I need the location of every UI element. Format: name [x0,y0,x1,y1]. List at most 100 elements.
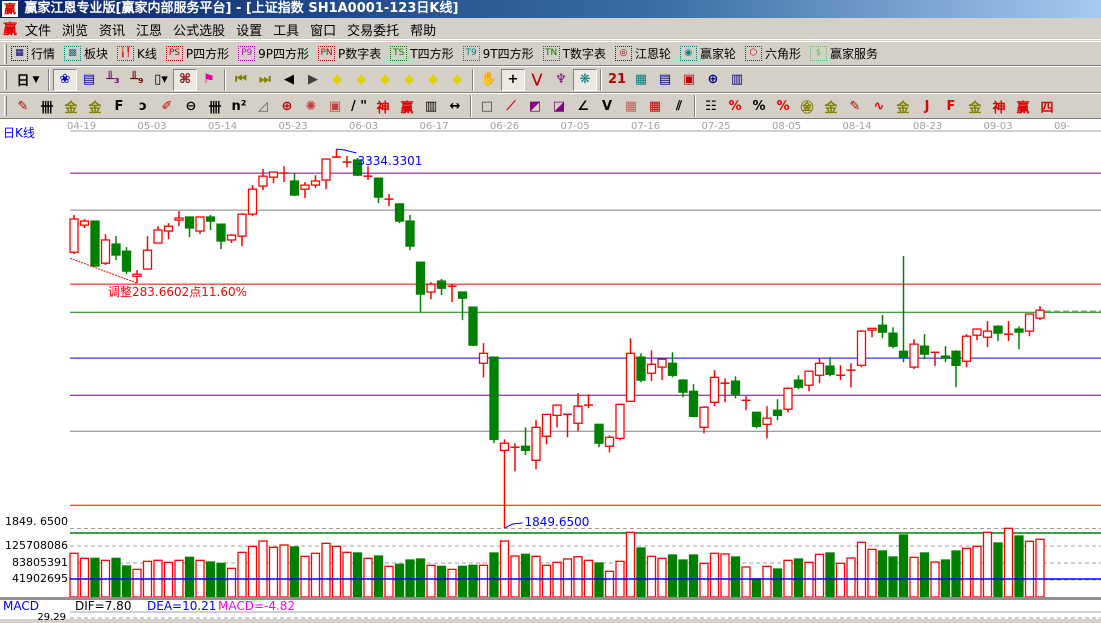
f-lines-button[interactable]: F [107,95,131,117]
steps-9-button[interactable]: ╨₉ [125,69,149,91]
menu-item[interactable]: 交易委托 [347,23,400,39]
toolbar-button[interactable]: ◉ 赢家轮 [679,45,736,62]
toolbar-grip[interactable] [4,96,7,116]
grid-lines-button[interactable]: 卌 [35,95,59,117]
menu-logo-icon[interactable]: 赢 [3,22,17,38]
percent-lines-button[interactable]: % [771,95,795,117]
macd-title[interactable]: MACD [3,599,39,613]
menu-item[interactable]: 公式选股 [173,23,226,39]
ying-angle-button[interactable]: 赢 [1011,95,1035,117]
toolbar-button[interactable]: ⬡ 六角形 [744,45,801,62]
zigzag-button[interactable]: ⋁ [525,69,549,91]
toolbar-button[interactable]: T9 9T四方形 [462,45,534,62]
pattern-button[interactable]: ❀ [53,68,77,91]
menu-item[interactable]: 设置 [236,23,263,39]
flag-button[interactable]: ⚑ [197,69,221,91]
diamond-star-button[interactable]: ◆ [421,69,445,91]
hand-button[interactable]: ✋ [477,69,501,91]
crosshair-button[interactable]: + [501,68,525,91]
f-angle-button[interactable]: F [939,95,963,117]
printer-button[interactable]: ▥ [725,69,749,91]
period-dropdown[interactable]: 日 ▼ [11,69,45,91]
clipboard-button[interactable]: ▤ [77,69,101,91]
menu-item[interactable]: 文件 [25,23,52,39]
si-angle-button[interactable]: 四 [1035,95,1059,117]
gold-lines-button[interactable]: 金 [819,95,843,117]
toolbar-button[interactable]: PS P四方形 [165,45,229,62]
angle-button[interactable]: ∠ [571,95,595,117]
pen-bars-button[interactable]: ✎ [843,95,867,117]
menu-item[interactable]: 浏览 [62,23,89,39]
box-button[interactable]: □ [475,95,499,117]
n-squared-button[interactable]: n² [227,95,251,117]
first-button[interactable]: ⏮ [229,69,253,91]
diamond-cross-button[interactable]: ◆ [445,69,469,91]
save-button[interactable]: ▣ [677,69,701,91]
globe-network-button[interactable]: ⊕ [701,69,725,91]
menu-item[interactable]: 资讯 [99,23,126,39]
wave-button[interactable]: ∿ [867,95,891,117]
diamond-left-button[interactable]: ◆ [325,69,349,91]
menu-item[interactable]: 窗口 [310,23,337,39]
diamond-right-button[interactable]: ◆ [349,69,373,91]
ying-button[interactable]: 赢 [395,95,419,117]
menu-item[interactable]: 帮助 [410,23,437,39]
steps-3-button[interactable]: ╨₃ [101,69,125,91]
target-button[interactable]: ⊕ [275,95,299,117]
multi-slash-button[interactable]: ⫽ [667,95,691,117]
toolbar-button[interactable]: PN P数字表 [318,45,381,62]
v-button[interactable]: V [595,95,619,117]
toolbar-button[interactable]: ▦ 行情 [11,45,55,62]
red-grid-button[interactable]: ▦ [619,95,643,117]
pen-button[interactable]: ✎ [11,95,35,117]
fan-red-button[interactable]: ⟋ [499,95,523,117]
toolbar-button[interactable]: TN T数字表 [542,45,606,62]
shen-angle-button[interactable]: 神 [987,95,1011,117]
toolbar-grip[interactable] [4,43,7,64]
gann-pattern-button[interactable]: ⌘ [173,68,197,91]
square-fan-2-button[interactable]: ◪ [547,95,571,117]
gold-box-button[interactable]: 金 [891,95,915,117]
toolbar-button[interactable]: ▩ 板块 [64,45,108,62]
toolbar-button[interactable]: ◎ 江恩轮 [614,45,671,62]
next-button[interactable]: ▶ [301,69,325,91]
notes-button[interactable]: ▤ [653,69,677,91]
tree-button[interactable]: ♆ [549,69,573,91]
diamond-both-button[interactable]: ◆ [373,69,397,91]
web-button[interactable]: ✺ [299,95,323,117]
triangle-button[interactable]: ◿ [251,95,275,117]
square-fan-button[interactable]: ◩ [523,95,547,117]
circle-ruler-button[interactable]: ⊖ [179,95,203,117]
gold-2-button[interactable]: 金 [83,95,107,117]
j-angle-button[interactable]: J [915,95,939,117]
last-button[interactable]: ⏭ [253,69,277,91]
toolbar-button[interactable]: ╽╿ K线 [117,45,157,62]
percent-button[interactable]: % [747,95,771,117]
toolbar-button[interactable]: $ 赢家服务 [809,45,878,62]
prev-button[interactable]: ◀ [277,69,301,91]
toolbar-grip[interactable] [4,69,7,90]
toolbar-button[interactable]: P9 9P四方形 [238,45,309,62]
gold-circle-button[interactable]: ㊎ [795,95,819,117]
spiral-button[interactable]: ↄ [131,95,155,117]
menu-item[interactable]: 工具 [273,23,300,39]
diamond-in-button[interactable]: ◆ [397,69,421,91]
calculator-button[interactable]: ▦ [629,69,653,91]
calendar-button[interactable]: 21 [605,69,629,91]
slash-lines-button[interactable]: / " [347,95,371,117]
grid-arrow-button[interactable]: ▦ [643,95,667,117]
network-button[interactable]: ❋ [573,68,597,91]
menu-item[interactable]: 江恩 [136,23,163,39]
gold-1-button[interactable]: 金 [59,95,83,117]
gold-angle-button[interactable]: 金 [963,95,987,117]
square-web-button[interactable]: ▣ [323,95,347,117]
percent-slope-button[interactable]: % [723,95,747,117]
parallel-lines-button[interactable]: 卌 [203,95,227,117]
ruler-button[interactable]: ▥ [419,95,443,117]
candle-dropdown-button[interactable]: ▯▾ [149,69,173,91]
toolbar-button[interactable]: TS T四方形 [390,45,454,62]
pen-ruler-button[interactable]: ✐ [155,95,179,117]
table-lines-button[interactable]: ☷ [699,95,723,117]
kline-chart[interactable]: 日K线 04-19 05-03 05-14 05-23 06-03 06-17 06-26 0… [0,119,1101,623]
shen-button[interactable]: 神 [371,95,395,117]
